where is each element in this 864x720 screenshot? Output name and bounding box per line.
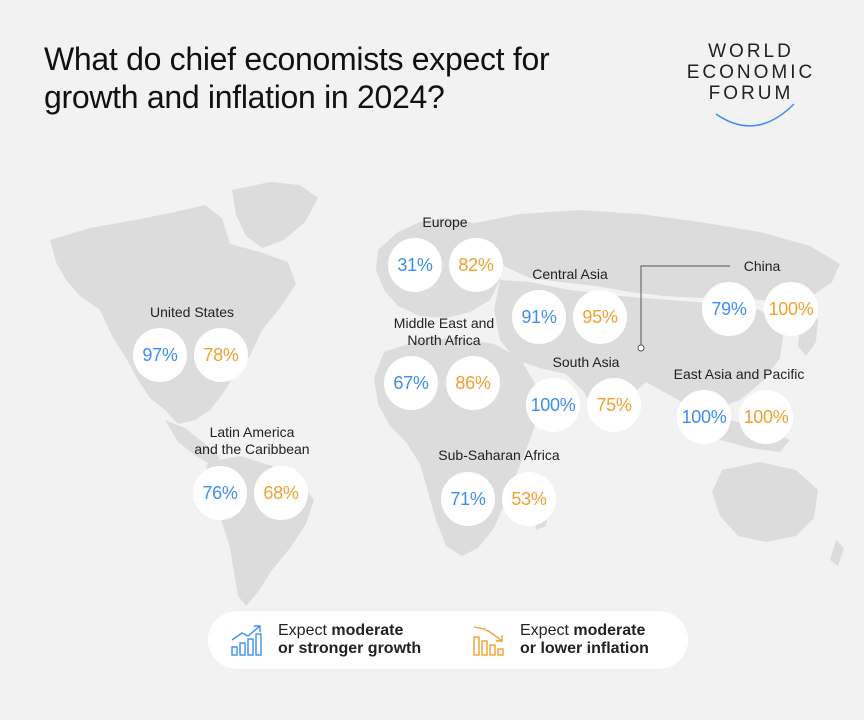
declining-chart-icon — [473, 626, 504, 656]
legend-inflation-text: Expect moderate or lower inflation — [520, 622, 649, 658]
legend-growth-bold1: moderate — [331, 622, 404, 639]
bubble-inflation-china: 100% — [764, 282, 818, 336]
region-name-latin-america: Latin America and the Caribbean — [182, 424, 322, 458]
bubble-growth-united-states: 97% — [133, 328, 187, 382]
bubble-inflation-south-asia: 75% — [587, 378, 641, 432]
region-name-latin-america-line1: Latin America — [209, 424, 295, 440]
legend-growth-bold2: or stronger growth — [278, 640, 422, 657]
growth-chart-icon — [231, 625, 262, 656]
new-zealand-shape — [830, 540, 844, 566]
region-name-central-asia: Central Asia — [532, 266, 608, 282]
region-name-mena: Middle East and North Africa — [379, 315, 509, 349]
legend-inflation-bold2: or lower inflation — [520, 640, 649, 657]
bubble-growth-central-asia: 91% — [512, 290, 566, 344]
bubble-inflation-mena: 86% — [446, 356, 500, 410]
region-name-europe: Europe — [422, 214, 468, 230]
region-name-east-asia-pacific: East Asia and Pacific — [673, 366, 805, 382]
bubble-inflation-latin-america: 68% — [254, 466, 308, 520]
bubble-growth-china: 79% — [702, 282, 756, 336]
bubble-growth-south-asia: 100% — [526, 378, 580, 432]
bubble-inflation-central-asia: 95% — [573, 290, 627, 344]
region-name-south-asia: South Asia — [552, 354, 620, 370]
legend-inflation: Expect moderate or lower inflation — [472, 622, 649, 658]
greenland-shape — [232, 182, 318, 248]
central-america-shape — [165, 420, 220, 466]
bubble-growth-europe: 31% — [388, 238, 442, 292]
wef-logo: WORLD ECONOMIC FORUM — [676, 42, 836, 132]
region-name-mena-line1: Middle East and — [393, 315, 495, 331]
legend-growth-prefix: Expect — [278, 622, 332, 639]
region-name-united-states: United States — [149, 304, 235, 320]
bubble-growth-mena: 67% — [384, 356, 438, 410]
bubble-inflation-united-states: 78% — [194, 328, 248, 382]
bubble-growth-sub-saharan-africa: 71% — [441, 472, 495, 526]
bubble-inflation-sub-saharan-africa: 53% — [502, 472, 556, 526]
logo-line-forum: FORUM — [708, 83, 794, 104]
legend: Expect moderate or stronger growth Expec… — [208, 611, 688, 669]
legend-inflation-prefix: Expect — [520, 622, 574, 639]
region-name-china: China — [743, 258, 781, 274]
legend-growth: Expect moderate or stronger growth — [230, 622, 421, 658]
region-name-sub-saharan-africa: Sub-Saharan Africa — [438, 447, 560, 463]
region-name-latin-america-line2: and the Caribbean — [194, 441, 310, 457]
page-title: What do chief economists expect for grow… — [44, 41, 550, 115]
legend-inflation-bold1: moderate — [573, 622, 646, 639]
logo-line-economic: ECONOMIC — [686, 62, 816, 83]
legend-growth-text: Expect moderate or stronger growth — [278, 622, 421, 658]
logo-line-world: WORLD — [708, 41, 794, 62]
bubble-inflation-east-asia-pacific: 100% — [739, 390, 793, 444]
bubble-growth-latin-america: 76% — [193, 466, 247, 520]
logo-arc-icon — [715, 103, 795, 127]
region-name-mena-line2: North Africa — [407, 332, 481, 348]
north-asia-shape — [470, 210, 840, 302]
australia-shape — [712, 462, 818, 542]
bubble-growth-east-asia-pacific: 100% — [677, 390, 731, 444]
bubble-inflation-europe: 82% — [449, 238, 503, 292]
